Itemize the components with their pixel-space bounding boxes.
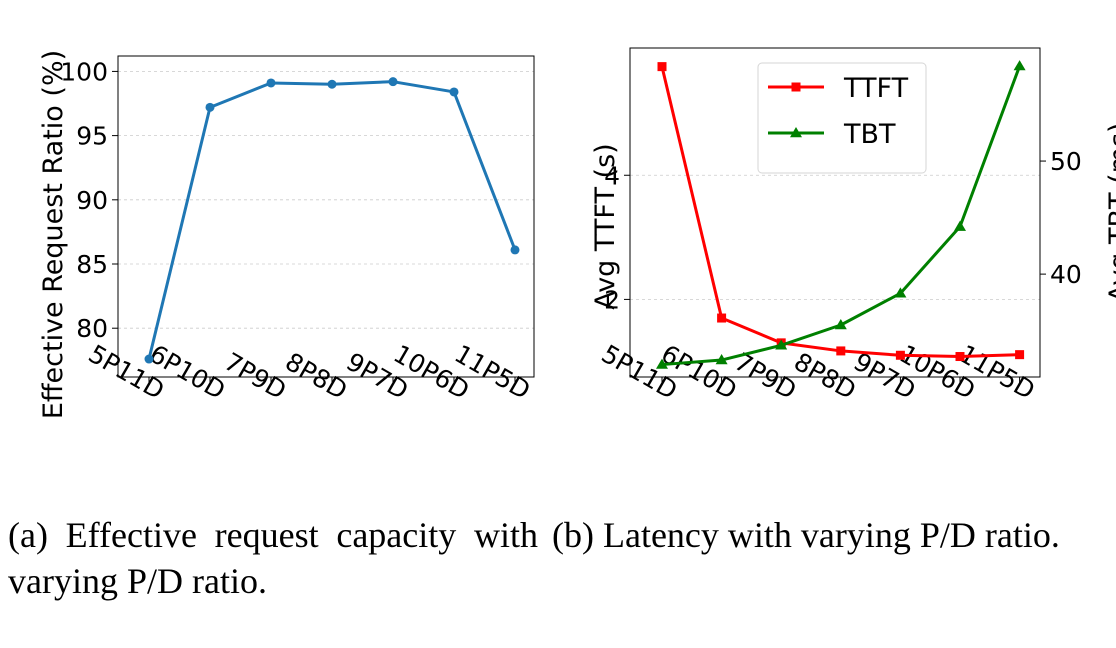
y-tick-label: 2 [604, 285, 620, 314]
data-point [715, 354, 728, 365]
legend-marker [790, 127, 802, 138]
legend-label: TBT [843, 119, 896, 150]
y-tick-label: 90 [76, 186, 108, 215]
data-point [1015, 350, 1025, 360]
legend-marker [791, 82, 801, 92]
data-point [327, 79, 337, 89]
data-point [954, 220, 966, 231]
y-right-tick-label: 50 [1050, 147, 1082, 176]
data-point [388, 77, 398, 87]
data-point [144, 354, 154, 364]
y-tick-label: 85 [76, 250, 108, 279]
data-point [895, 350, 905, 360]
data-point [834, 318, 847, 330]
data-point [449, 87, 459, 97]
plot-frame [117, 55, 535, 378]
legend-label: TTFT [843, 73, 909, 104]
x-tick-label: 8P8D [280, 347, 352, 405]
data-point [1013, 60, 1026, 71]
data-point [955, 352, 965, 362]
data-point [836, 346, 846, 356]
data-point [510, 245, 520, 255]
data-point [266, 78, 276, 88]
series-tbt [656, 60, 1026, 369]
data-point [656, 358, 668, 369]
data-point [205, 102, 215, 112]
legend: TTFT TBT [757, 62, 927, 174]
data-point [657, 62, 667, 72]
data-point [894, 287, 907, 298]
y-tick-label: 95 [76, 122, 108, 151]
y-tick-label: 4 [604, 161, 620, 190]
caption-b: (b) Latency with varying P/D ratio. [552, 515, 1060, 555]
y-axis-label: Effective Request Ratio (%) [38, 50, 69, 419]
y-right-axis-label: Avg TBT (ms) [1104, 122, 1116, 302]
y-right-tick-label: 40 [1050, 260, 1082, 289]
plot-frame [629, 47, 1041, 378]
x-tick-label: 7P9D [219, 347, 291, 405]
y-tick-label: 100 [60, 57, 108, 86]
data-point [717, 313, 727, 323]
y-tick-label: 80 [76, 314, 108, 343]
series-line [147, 80, 517, 360]
data-point [775, 339, 788, 350]
y-axis-label: Avg TTFT (s) [590, 143, 621, 309]
x-tick-label: 8P8D [789, 347, 861, 405]
series-line-0 [144, 77, 520, 364]
caption-a: (a) Effective request capacity with vary… [8, 515, 538, 601]
